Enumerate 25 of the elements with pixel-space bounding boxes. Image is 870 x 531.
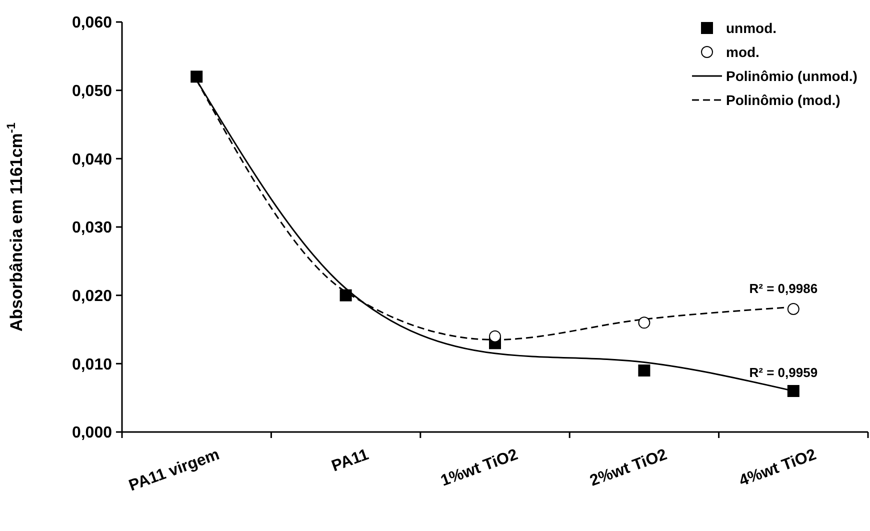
x-tick-label: 4%wt TiO2 [737, 446, 819, 490]
annotation: R² = 0,9959 [749, 365, 818, 380]
x-tick-label: PA11 [330, 446, 372, 476]
y-tick-label: 0,020 [72, 288, 112, 305]
y-tick-label: 0,010 [72, 356, 112, 374]
y-tick-label: 0,060 [72, 14, 112, 32]
x-tick-label: 1%wt TiO2 [438, 446, 520, 490]
point [340, 289, 352, 302]
y-tick-label: 0,030 [72, 220, 112, 237]
legend-label: unmod. [726, 20, 777, 36]
legend-label: Polinômio (mod.) [726, 92, 840, 108]
point [190, 70, 203, 83]
legend-label: mod. [726, 44, 760, 60]
point [787, 385, 800, 397]
point [489, 330, 501, 342]
y-tick-label: 0,000 [72, 424, 112, 442]
annotation: R² = 0,9986 [749, 280, 818, 296]
legend-label: Polinômio (unmod.) [726, 68, 858, 84]
y-tick-label: 0,050 [72, 82, 112, 100]
point [638, 316, 650, 329]
x-tick-label: 2%wt TiO2 [588, 446, 670, 490]
y-tick-label: 0,040 [72, 151, 112, 168]
point [787, 303, 800, 315]
x-tick-label: PA11 virgem [126, 446, 222, 495]
point [638, 364, 650, 376]
